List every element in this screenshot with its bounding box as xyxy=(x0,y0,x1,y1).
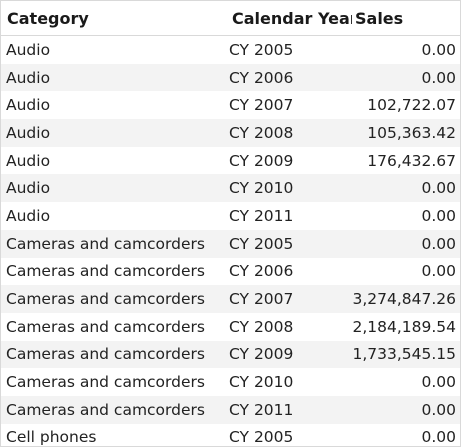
table-row[interactable]: Cameras and camcorders CY 2008 2,184,189.5… xyxy=(1,312,460,341)
category-cell: Cameras and camcorders xyxy=(1,340,226,369)
sales-cell: 2,184,189.54 xyxy=(352,312,460,341)
category-cell: Cameras and camcorders xyxy=(1,368,226,396)
sales-cell: 105,363.42 xyxy=(352,119,460,147)
sales-cell: 0.00 xyxy=(352,395,460,424)
table-row[interactable]: Audio CY 2005 0.00 xyxy=(1,35,460,64)
calendar-year-cell: CY 2006 xyxy=(226,63,352,92)
category-cell: Audio xyxy=(1,119,226,147)
sales-cell: 0.00 xyxy=(352,35,460,64)
calendar-year-cell: CY 2005 xyxy=(226,423,352,446)
calendar-year-cell: CY 2005 xyxy=(226,229,352,258)
sales-cell: 0.00 xyxy=(352,368,460,396)
category-cell: Cell phones xyxy=(1,423,226,446)
sales-cell: 0.00 xyxy=(352,229,460,258)
sales-cell: 102,722.07 xyxy=(352,91,460,120)
table-row[interactable]: Cameras and camcorders CY 2010 0.00 xyxy=(1,368,460,396)
category-cell: Audio xyxy=(1,63,226,92)
category-cell: Audio xyxy=(1,91,226,120)
category-cell: Audio xyxy=(1,146,226,175)
column-header-category[interactable]: Category xyxy=(1,1,226,36)
calendar-year-cell: CY 2009 xyxy=(226,146,352,175)
calendar-year-cell: CY 2011 xyxy=(226,395,352,424)
category-cell: Audio xyxy=(1,35,226,64)
category-cell: Cameras and camcorders xyxy=(1,229,226,258)
calendar-year-cell: CY 2007 xyxy=(226,285,352,313)
sales-cell: 3,274,847.26 xyxy=(352,285,460,313)
header-row: Category Calendar Year Sales xyxy=(1,1,460,36)
category-cell: Cameras and camcorders xyxy=(1,285,226,313)
calendar-year-cell: CY 2011 xyxy=(226,202,352,230)
table-row[interactable]: Audio CY 2011 0.00 xyxy=(1,202,460,230)
table-row[interactable]: Audio CY 2008 105,363.42 xyxy=(1,119,460,147)
calendar-year-cell: CY 2009 xyxy=(226,340,352,369)
table-row[interactable]: Audio CY 2007 102,722.07 xyxy=(1,91,460,120)
sales-cell: 0.00 xyxy=(352,257,460,286)
calendar-year-cell: CY 2010 xyxy=(226,368,352,396)
table-row[interactable]: Cameras and camcorders CY 2009 1,733,545.1… xyxy=(1,340,460,369)
calendar-year-cell: CY 2005 xyxy=(226,35,352,64)
calendar-year-cell: CY 2010 xyxy=(226,174,352,203)
category-cell: Audio xyxy=(1,174,226,203)
calendar-year-cell: CY 2008 xyxy=(226,312,352,341)
sales-cell: 176,432.67 xyxy=(352,146,460,175)
table-row[interactable]: Cameras and camcorders CY 2006 0.00 xyxy=(1,257,460,286)
calendar-year-cell: CY 2008 xyxy=(226,119,352,147)
table-body: Audio CY 2005 0.00 Audio CY 2006 0.00 Audio CY … xyxy=(1,35,460,446)
sales-cell: 0.00 xyxy=(352,174,460,203)
sales-cell: 0.00 xyxy=(352,202,460,230)
category-cell: Cameras and camcorders xyxy=(1,395,226,424)
sales-cell: 0.00 xyxy=(352,63,460,92)
table-row[interactable]: Cameras and camcorders CY 2005 0.00 xyxy=(1,229,460,258)
sales-cell: 1,733,545.15 xyxy=(352,340,460,369)
column-header-calendar-year[interactable]: Calendar Year xyxy=(226,1,352,36)
table-row[interactable]: Cameras and camcorders CY 2011 0.00 xyxy=(1,395,460,424)
table-row[interactable]: Audio CY 2006 0.00 xyxy=(1,63,460,92)
category-cell: Audio xyxy=(1,202,226,230)
table-row[interactable]: Cameras and camcorders CY 2007 3,274,847.2… xyxy=(1,285,460,313)
table-row[interactable]: Audio CY 2009 176,432.67 xyxy=(1,146,460,175)
category-cell: Cameras and camcorders xyxy=(1,312,226,341)
calendar-year-cell: CY 2006 xyxy=(226,257,352,286)
category-cell: Cameras and camcorders xyxy=(1,257,226,286)
column-header-sales[interactable]: Sales xyxy=(352,1,460,36)
sales-cell: 0.00 xyxy=(352,423,460,446)
calendar-year-cell: CY 2007 xyxy=(226,91,352,120)
table-row[interactable]: Audio CY 2010 0.00 xyxy=(1,174,460,203)
table-row[interactable]: Cell phones CY 2005 0.00 xyxy=(1,423,460,446)
